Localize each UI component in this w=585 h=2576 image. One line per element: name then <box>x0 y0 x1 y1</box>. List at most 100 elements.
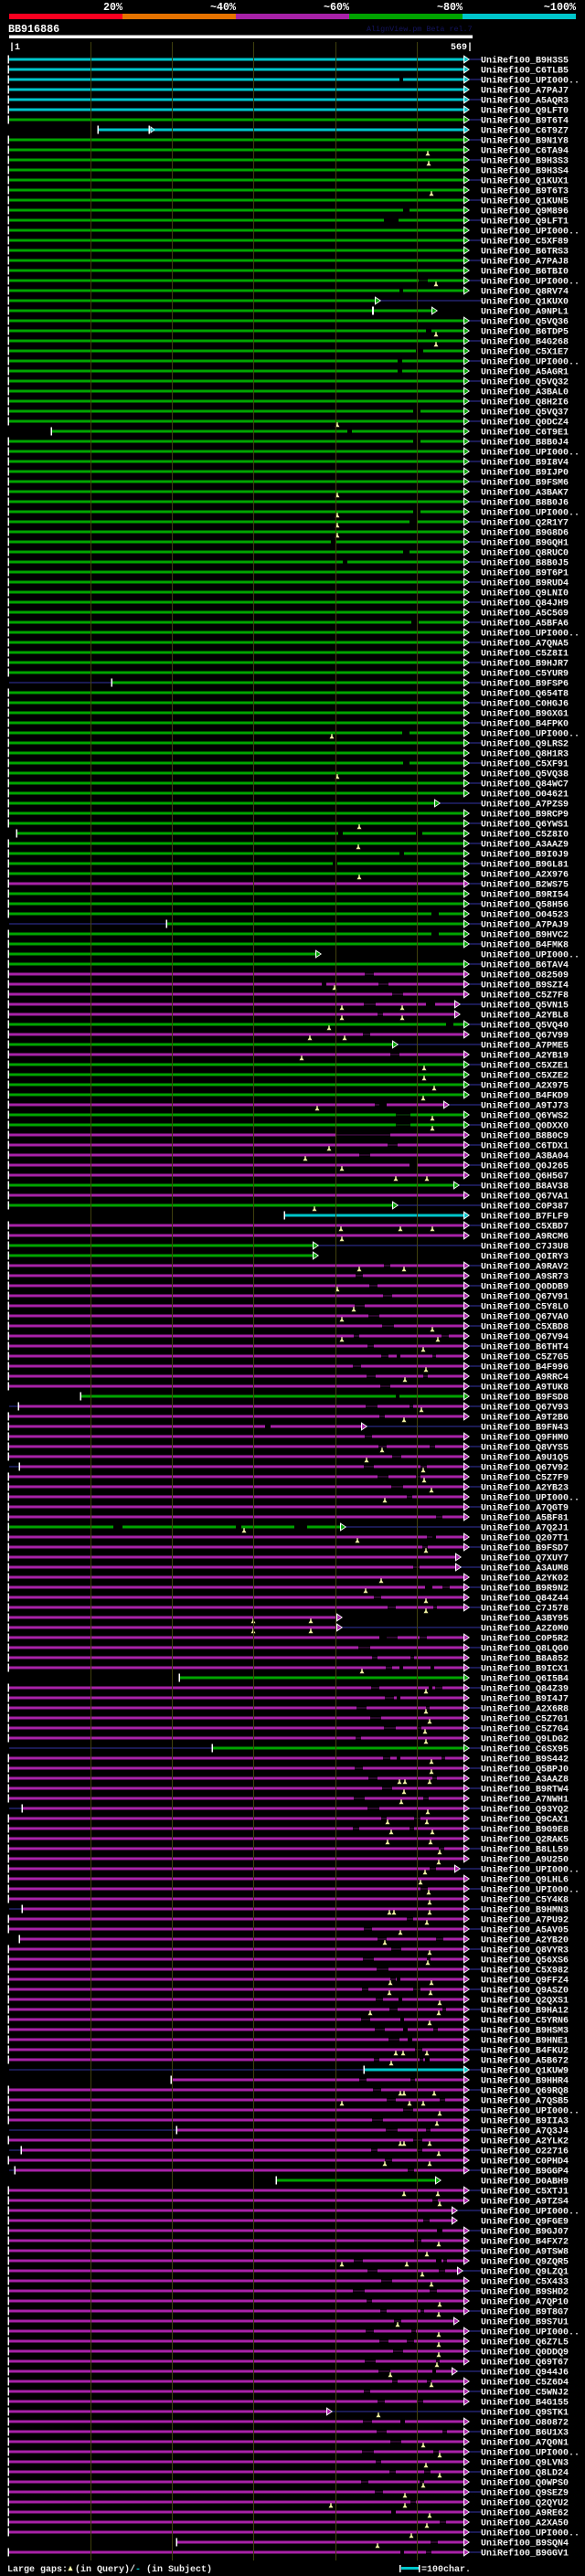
svg-text:UniRef100_Q6Z7L5: UniRef100_Q6Z7L5 <box>481 2337 569 2348</box>
svg-text:UniRef100_B9N1Y8: UniRef100_B9N1Y8 <box>481 136 569 147</box>
svg-text:UniRef100_B9H3S5: UniRef100_B9H3S5 <box>481 56 569 67</box>
svg-text:UniRef100_Q67VA0: UniRef100_Q67VA0 <box>481 1312 569 1323</box>
svg-text:UniRef100_B8B0C9: UniRef100_B8B0C9 <box>481 1131 569 1142</box>
svg-text:UniRef100_C5Z7F9: UniRef100_C5Z7F9 <box>481 1473 569 1484</box>
svg-text:UniRef100_A9TZS4: UniRef100_A9TZS4 <box>481 2197 569 2208</box>
svg-text:UniRef100_B9HHR4: UniRef100_B9HHR4 <box>481 2076 569 2087</box>
svg-text:UniRef100_Q9FFZ4: UniRef100_Q9FFZ4 <box>481 1976 569 1987</box>
svg-text:UniRef100_Q69T67: UniRef100_Q69T67 <box>481 2358 569 2369</box>
svg-text:UniRef100_Q8LQG0: UniRef100_Q8LQG0 <box>481 1644 569 1655</box>
svg-text:UniRef100_Q9LZQ1: UniRef100_Q9LZQ1 <box>481 2267 569 2278</box>
svg-text:UniRef100_B9FN43: UniRef100_B9FN43 <box>481 1423 569 1434</box>
svg-text:UniRef100_B9ICX1: UniRef100_B9ICX1 <box>481 1664 569 1675</box>
svg-text:UniRef100_A9TSW8: UniRef100_A9TSW8 <box>481 2247 569 2258</box>
svg-text:UniRef100_A2X976: UniRef100_A2X976 <box>481 870 569 881</box>
svg-text:UniRef100_UPI000..: UniRef100_UPI000.. <box>481 76 580 87</box>
svg-text:UniRef100_B9H3S3: UniRef100_B9H3S3 <box>481 156 569 167</box>
svg-text:UniRef100_B4FKD9: UniRef100_B4FKD9 <box>481 1091 569 1102</box>
svg-text:~80%: ~80% <box>437 1 463 14</box>
svg-text:UniRef100_Q84Z39: UniRef100_Q84Z39 <box>481 1684 569 1695</box>
svg-text:UniRef100_A3BAK7: UniRef100_A3BAK7 <box>481 488 569 499</box>
svg-text:UniRef100_B9HSM3: UniRef100_B9HSM3 <box>481 2026 569 2037</box>
svg-text:UniRef100_Q0DXX0: UniRef100_Q0DXX0 <box>481 1121 569 1132</box>
svg-text:UniRef100_C6TDX1: UniRef100_C6TDX1 <box>481 1141 569 1152</box>
svg-text:(in Query)/- (in Subject): (in Query)/- (in Subject) <box>75 2564 212 2575</box>
svg-text:UniRef100_Q9LVN3: UniRef100_Q9LVN3 <box>481 2458 569 2469</box>
svg-text:UniRef100_Q9LFT0: UniRef100_Q9LFT0 <box>481 106 569 117</box>
svg-text:UniRef100_A5AQR3: UniRef100_A5AQR3 <box>481 96 569 107</box>
svg-text:UniRef100_C7J578: UniRef100_C7J578 <box>481 1604 569 1615</box>
svg-text:UniRef100_A9RCM6: UniRef100_A9RCM6 <box>481 1232 569 1243</box>
svg-text:UniRef100_UPI000..: UniRef100_UPI000.. <box>481 448 580 459</box>
svg-text:UniRef100_A7Q3J4: UniRef100_A7Q3J4 <box>481 2126 569 2137</box>
svg-text:UniRef100_B9I8V4: UniRef100_B9I8V4 <box>481 458 569 469</box>
svg-text:UniRef100_Q9LRS2: UniRef100_Q9LRS2 <box>481 739 569 750</box>
svg-text:UniRef100_B9HMN3: UniRef100_B9HMN3 <box>481 1905 569 1916</box>
svg-text:UniRef100_A7Q0N1: UniRef100_A7Q0N1 <box>481 2438 569 2449</box>
svg-text:UniRef100_B7FLF9: UniRef100_B7FLF9 <box>481 1212 569 1223</box>
svg-text:~60%: ~60% <box>324 1 350 14</box>
svg-text:UniRef100_Q0WPS0: UniRef100_Q0WPS0 <box>481 2478 569 2489</box>
svg-text:UniRef100_C5XF89: UniRef100_C5XF89 <box>481 237 569 248</box>
svg-text:UniRef100_A9NPL1: UniRef100_A9NPL1 <box>481 307 569 318</box>
svg-text:UniRef100_C5YRN6: UniRef100_C5YRN6 <box>481 2016 569 2027</box>
svg-text:UniRef100_B9H3S4: UniRef100_B9H3S4 <box>481 166 569 177</box>
svg-text:UniRef100_Q6YWS1: UniRef100_Q6YWS1 <box>481 820 569 831</box>
svg-text:UniRef100_B9RI54: UniRef100_B9RI54 <box>481 890 569 901</box>
svg-text:UniRef100_A7PAJ8: UniRef100_A7PAJ8 <box>481 257 569 268</box>
svg-text:|1: |1 <box>9 42 20 53</box>
svg-text:UniRef100_Q84Z44: UniRef100_Q84Z44 <box>481 1594 569 1605</box>
svg-text:UniRef100_B9G8D6: UniRef100_B9G8D6 <box>481 528 569 539</box>
svg-text:UniRef100_Q0DDB9: UniRef100_Q0DDB9 <box>481 1282 569 1293</box>
svg-text:UniRef100_A9RE62: UniRef100_A9RE62 <box>481 2508 569 2519</box>
svg-text:UniRef100_Q9ASZ0: UniRef100_Q9ASZ0 <box>481 1986 569 1997</box>
svg-text:UniRef100_Q6YWS2: UniRef100_Q6YWS2 <box>481 1111 569 1122</box>
svg-text:UniRef100_Q7XUY7: UniRef100_Q7XUY7 <box>481 1553 569 1564</box>
svg-text:UniRef100_A7QP10: UniRef100_A7QP10 <box>481 2297 569 2308</box>
svg-text:UniRef100_Q9LNI0: UniRef100_Q9LNI0 <box>481 588 569 599</box>
svg-text:UniRef100_A2X6R8: UniRef100_A2X6R8 <box>481 1704 569 1715</box>
svg-text:UniRef100_C0P387: UniRef100_C0P387 <box>481 1202 569 1213</box>
svg-text:UniRef100_UPI000..: UniRef100_UPI000.. <box>481 2207 580 2218</box>
svg-text:UniRef100_C5Z6D4: UniRef100_C5Z6D4 <box>481 2378 569 2389</box>
svg-text:UniRef100_Q5VN15: UniRef100_Q5VN15 <box>481 1001 569 1012</box>
svg-text:UniRef100_B9FSP6: UniRef100_B9FSP6 <box>481 679 569 690</box>
svg-text:UniRef100_O22716: UniRef100_O22716 <box>481 2147 569 2157</box>
svg-text:UniRef100_A5BFA6: UniRef100_A5BFA6 <box>481 619 569 630</box>
svg-text:UniRef100_A3AAZ9: UniRef100_A3AAZ9 <box>481 840 569 851</box>
svg-text:UniRef100_D0ABH9: UniRef100_D0ABH9 <box>481 2177 569 2188</box>
svg-text:UniRef100_C5Z8I0: UniRef100_C5Z8I0 <box>481 830 569 841</box>
svg-text:UniRef100_C5XBD8: UniRef100_C5XBD8 <box>481 1322 569 1333</box>
svg-text:UniRef100_B9S442: UniRef100_B9S442 <box>481 1754 569 1765</box>
svg-text:UniRef100_UPI000..: UniRef100_UPI000.. <box>481 2106 580 2117</box>
svg-text:UniRef100_B4FKU2: UniRef100_B4FKU2 <box>481 2046 569 2057</box>
svg-text:UniRef100_A9RRC4: UniRef100_A9RRC4 <box>481 1373 569 1383</box>
svg-text:UniRef100_Q8LD24: UniRef100_Q8LD24 <box>481 2468 569 2479</box>
svg-text:UniRef100_B9FSD7: UniRef100_B9FSD7 <box>481 1543 569 1554</box>
svg-text:UniRef100_B4FPK0: UniRef100_B4FPK0 <box>481 719 569 730</box>
svg-text:UniRef100_B6TAV4: UniRef100_B6TAV4 <box>481 960 569 971</box>
svg-text:UniRef100_C5WNJ2: UniRef100_C5WNJ2 <box>481 2388 569 2399</box>
svg-text:UniRef100_Q9STK1: UniRef100_Q9STK1 <box>481 2408 569 2419</box>
svg-text:UniRef100_UPI000..: UniRef100_UPI000.. <box>481 629 580 640</box>
svg-text:UniRef100_Q8VYR3: UniRef100_Q8VYR3 <box>481 1945 569 1956</box>
svg-text:UniRef100_Q9ZQR5: UniRef100_Q9ZQR5 <box>481 2257 569 2268</box>
svg-text:UniRef100_Q84JH9: UniRef100_Q84JH9 <box>481 599 569 610</box>
svg-text:UniRef100_A5BF81: UniRef100_A5BF81 <box>481 1513 569 1524</box>
svg-text:UniRef100_UPI000..: UniRef100_UPI000.. <box>481 729 580 740</box>
svg-text:UniRef100_B9GJ07: UniRef100_B9GJ07 <box>481 2227 569 2238</box>
svg-text:UniRef100_C7J3U8: UniRef100_C7J3U8 <box>481 1242 569 1253</box>
svg-text:UniRef100_C6SX95: UniRef100_C6SX95 <box>481 1744 569 1755</box>
svg-text:UniRef100_Q8H1R3: UniRef100_Q8H1R3 <box>481 749 569 760</box>
svg-text:UniRef100_Q944J6: UniRef100_Q944J6 <box>481 2368 569 2379</box>
svg-text:UniRef100_B4F996: UniRef100_B4F996 <box>481 1362 569 1373</box>
svg-text:UniRef100_A2YLK2: UniRef100_A2YLK2 <box>481 2136 569 2147</box>
svg-text:UniRef100_B9FSD8: UniRef100_B9FSD8 <box>481 1393 569 1404</box>
svg-text:UniRef100_B9IIA3: UniRef100_B9IIA3 <box>481 2116 569 2127</box>
svg-text:UniRef100_Q67V99: UniRef100_Q67V99 <box>481 1031 569 1042</box>
svg-text:UniRef100_Q1KUW9: UniRef100_Q1KUW9 <box>481 2066 569 2077</box>
svg-text:20%: 20% <box>103 1 123 14</box>
svg-text:UniRef100_A7PU92: UniRef100_A7PU92 <box>481 1915 569 1926</box>
svg-text:UniRef100_Q8RUC0: UniRef100_Q8RUC0 <box>481 548 569 559</box>
svg-text:UniRef100_A7PZS9: UniRef100_A7PZS9 <box>481 800 569 811</box>
